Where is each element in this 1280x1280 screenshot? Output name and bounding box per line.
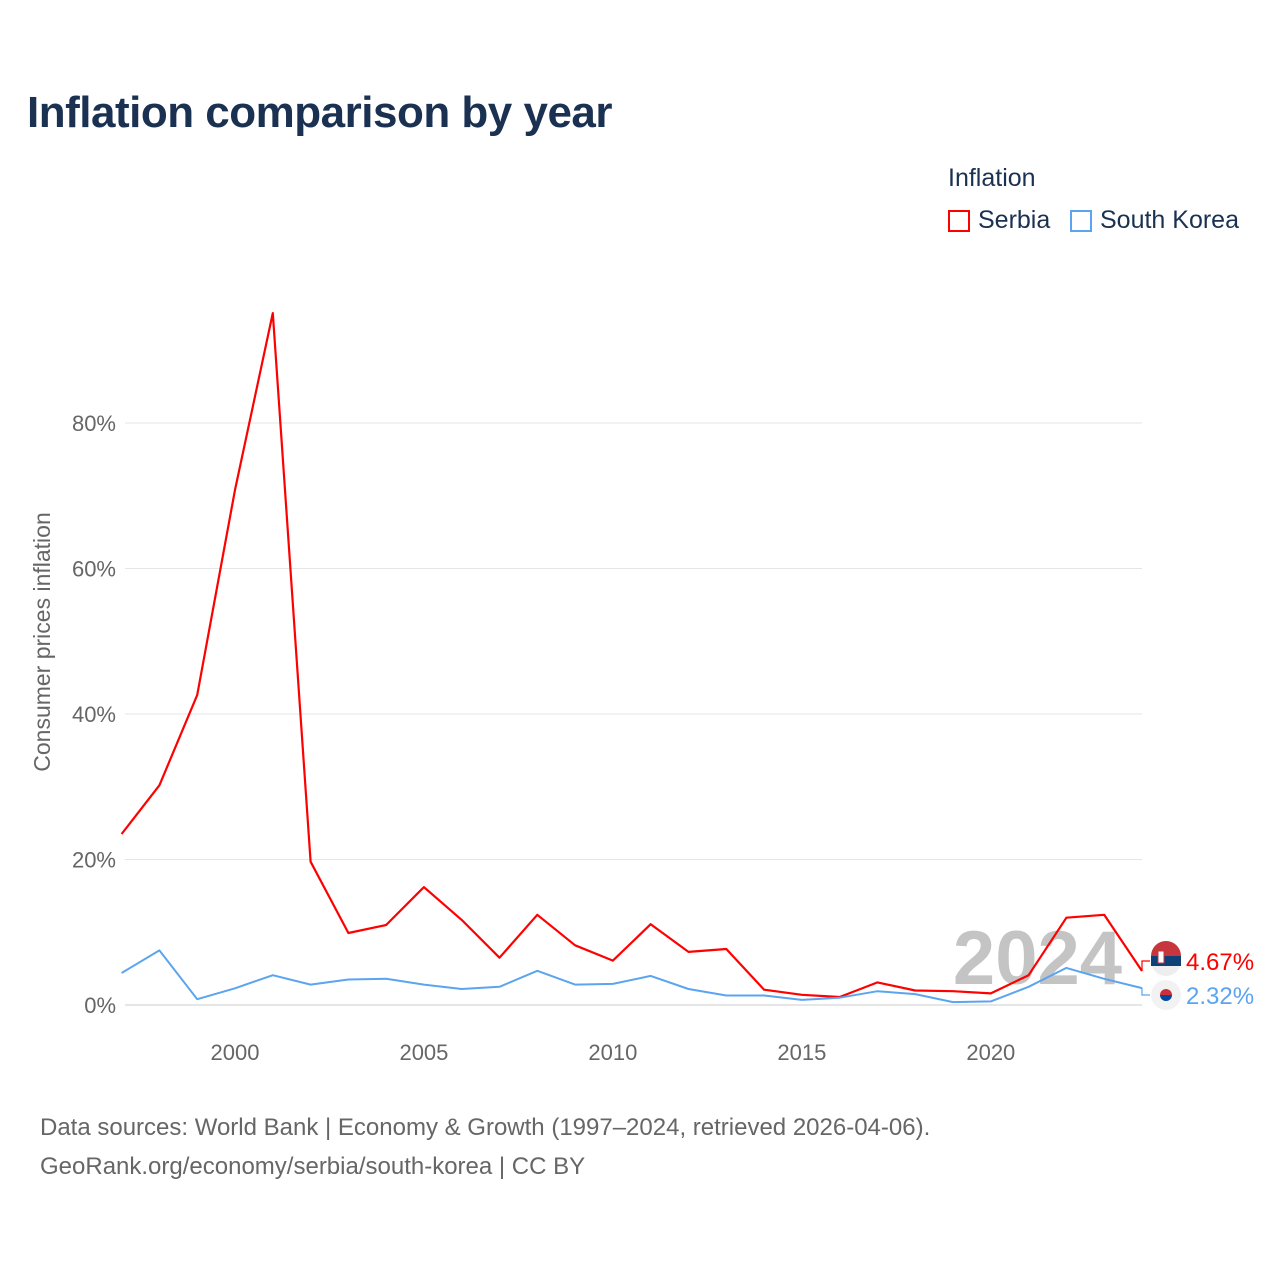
x-tick-label: 2020 bbox=[966, 1040, 1015, 1065]
legend-swatch-south-korea bbox=[1070, 209, 1092, 232]
flag-taegeuk bbox=[1160, 995, 1172, 1001]
y-tick-label: 80% bbox=[72, 411, 116, 436]
end-label-connector bbox=[1141, 960, 1150, 972]
x-tick-label: 2010 bbox=[588, 1040, 637, 1065]
flag-stripe bbox=[1151, 941, 1181, 956]
y-tick-label: 40% bbox=[72, 702, 116, 727]
end-label-connector bbox=[1141, 988, 1150, 996]
series-line-serbia bbox=[120, 312, 1143, 999]
x-tick-label: 2000 bbox=[211, 1040, 260, 1065]
flag-emblem bbox=[1157, 950, 1165, 964]
end-value-label: 2.32% bbox=[1186, 983, 1254, 1010]
legend-item-south-korea[interactable]: South Korea bbox=[1070, 206, 1239, 235]
x-tick-label: 2015 bbox=[777, 1040, 826, 1065]
y-axis-label: Consumer prices inflation bbox=[29, 512, 55, 772]
source-line: Data sources: World Bank | Economy & Gro… bbox=[40, 1114, 931, 1141]
source-link[interactable]: GeoRank.org/economy/serbia/south-korea |… bbox=[40, 1153, 586, 1180]
chart-title: Inflation comparison by year bbox=[27, 88, 613, 137]
y-tick-label: 60% bbox=[72, 557, 116, 582]
y-tick-label: 0% bbox=[84, 993, 116, 1018]
legend-title: Inflation bbox=[948, 164, 1036, 192]
legend-item-serbia[interactable]: Serbia bbox=[948, 206, 1050, 235]
x-tick-label: 2005 bbox=[399, 1040, 448, 1065]
y-tick-label: 20% bbox=[72, 848, 116, 873]
year-watermark: 2024 bbox=[953, 916, 1122, 1001]
series-line-south-korea bbox=[121, 949, 1143, 1004]
legend-label: South Korea bbox=[1100, 206, 1239, 234]
source-note: Data sources: World Bank | Economy & Gro… bbox=[40, 1108, 930, 1186]
legend-swatch-serbia bbox=[948, 209, 970, 232]
flag-stripe bbox=[1151, 956, 1181, 966]
end-value-label: 4.67% bbox=[1186, 949, 1254, 976]
legend-label: Serbia bbox=[978, 206, 1051, 234]
flag-taegeuk bbox=[1160, 989, 1172, 995]
